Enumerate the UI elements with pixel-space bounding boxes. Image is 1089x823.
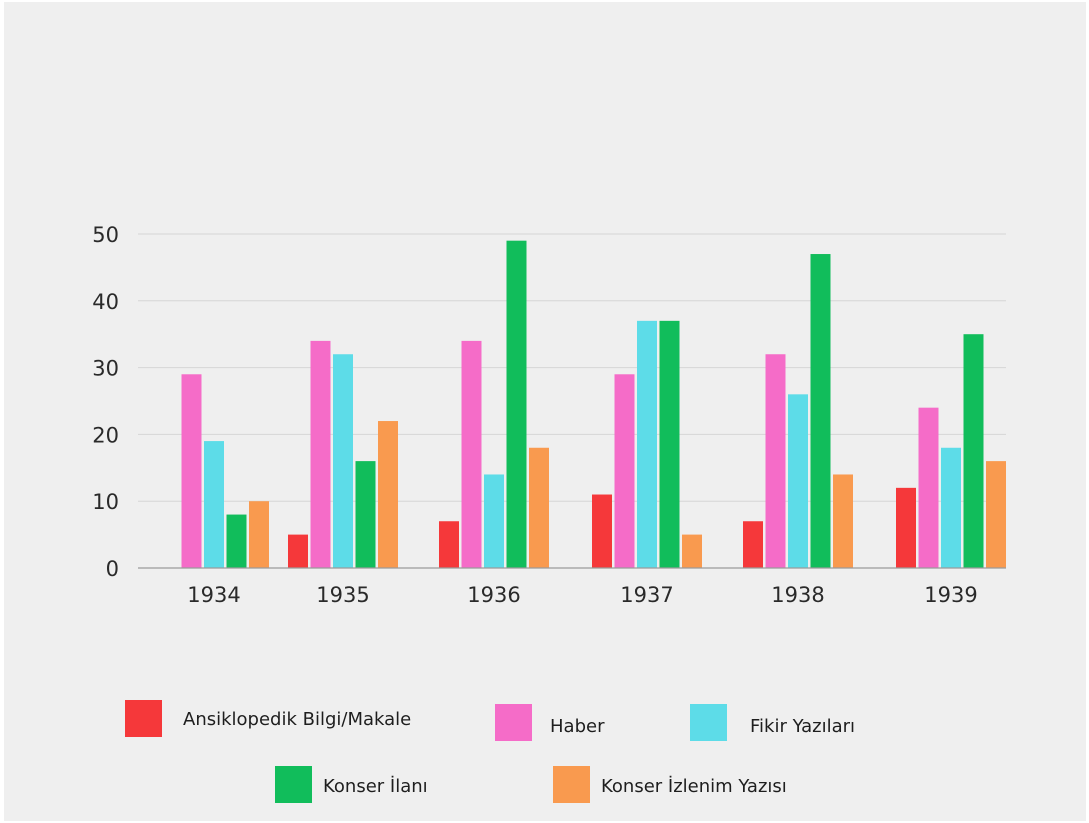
x-tick-label: 1938 xyxy=(771,583,824,607)
bar xyxy=(614,374,635,568)
bar xyxy=(788,394,808,568)
bar xyxy=(461,340,482,568)
bar xyxy=(896,487,916,568)
y-tick-label: 50 xyxy=(92,223,119,247)
x-tick-label: 1935 xyxy=(316,583,369,607)
x-tick-label: 1936 xyxy=(467,583,520,607)
x-tick-label: 1937 xyxy=(620,583,673,607)
legend-swatch-haber xyxy=(495,704,532,741)
bar xyxy=(743,521,763,568)
legend-swatch-konser-izlenim xyxy=(553,766,590,803)
x-tick-label: 1939 xyxy=(924,583,977,607)
legend-label-konser-izlenim: Konser İzlenim Yazısı xyxy=(601,776,787,797)
chart-canvas: 0 10 20 30 40 50 1934 1935 1936 1937 1938 1939 Ansi… xyxy=(4,2,1086,821)
legend-swatch-fikir xyxy=(690,704,727,741)
bar xyxy=(181,374,202,568)
bar xyxy=(484,474,504,568)
y-tick-label: 20 xyxy=(92,423,119,447)
bar xyxy=(333,354,353,568)
bar xyxy=(288,534,308,568)
bar xyxy=(765,354,786,568)
legend-swatch-ansiklopedik xyxy=(125,700,162,737)
legend-label-fikir: Fikir Yazıları xyxy=(750,716,856,737)
bar xyxy=(918,407,939,568)
bar xyxy=(378,421,398,568)
legend-label-ansiklopedik: Ansiklopedik Bilgi/Makale xyxy=(183,709,412,730)
bar xyxy=(637,320,657,568)
bar xyxy=(529,447,549,568)
y-tick-label: 30 xyxy=(92,357,119,381)
bar xyxy=(310,340,331,568)
legend-label-haber: Haber xyxy=(550,716,605,737)
y-tick-label: 0 xyxy=(106,557,119,581)
bar xyxy=(682,534,702,568)
bar xyxy=(963,334,984,568)
legend-label-konser-ilani: Konser İlanı xyxy=(323,776,428,797)
bar xyxy=(204,441,224,568)
legend-row-1: Ansiklopedik Bilgi/Makale Haber Fikir Ya… xyxy=(4,700,1086,741)
bar xyxy=(659,320,680,568)
legend-row-2: Konser İlanı Konser İzlenim Yazısı xyxy=(4,766,1086,806)
bar xyxy=(810,254,831,569)
bar xyxy=(249,501,269,568)
bar-chart: 0 10 20 30 40 50 1934 1935 1936 1937 1938 1939 xyxy=(92,223,1006,607)
bar xyxy=(833,474,853,568)
y-tick-label: 10 xyxy=(92,490,119,514)
bar xyxy=(439,521,459,568)
bar xyxy=(592,494,612,568)
x-tick-label: 1934 xyxy=(187,583,240,607)
bar xyxy=(941,447,961,568)
bar xyxy=(986,461,1006,568)
y-tick-label: 40 xyxy=(92,290,119,314)
bar xyxy=(355,461,376,568)
bar xyxy=(506,240,527,568)
bar xyxy=(226,514,247,568)
legend-swatch-konser-ilani xyxy=(275,766,312,803)
